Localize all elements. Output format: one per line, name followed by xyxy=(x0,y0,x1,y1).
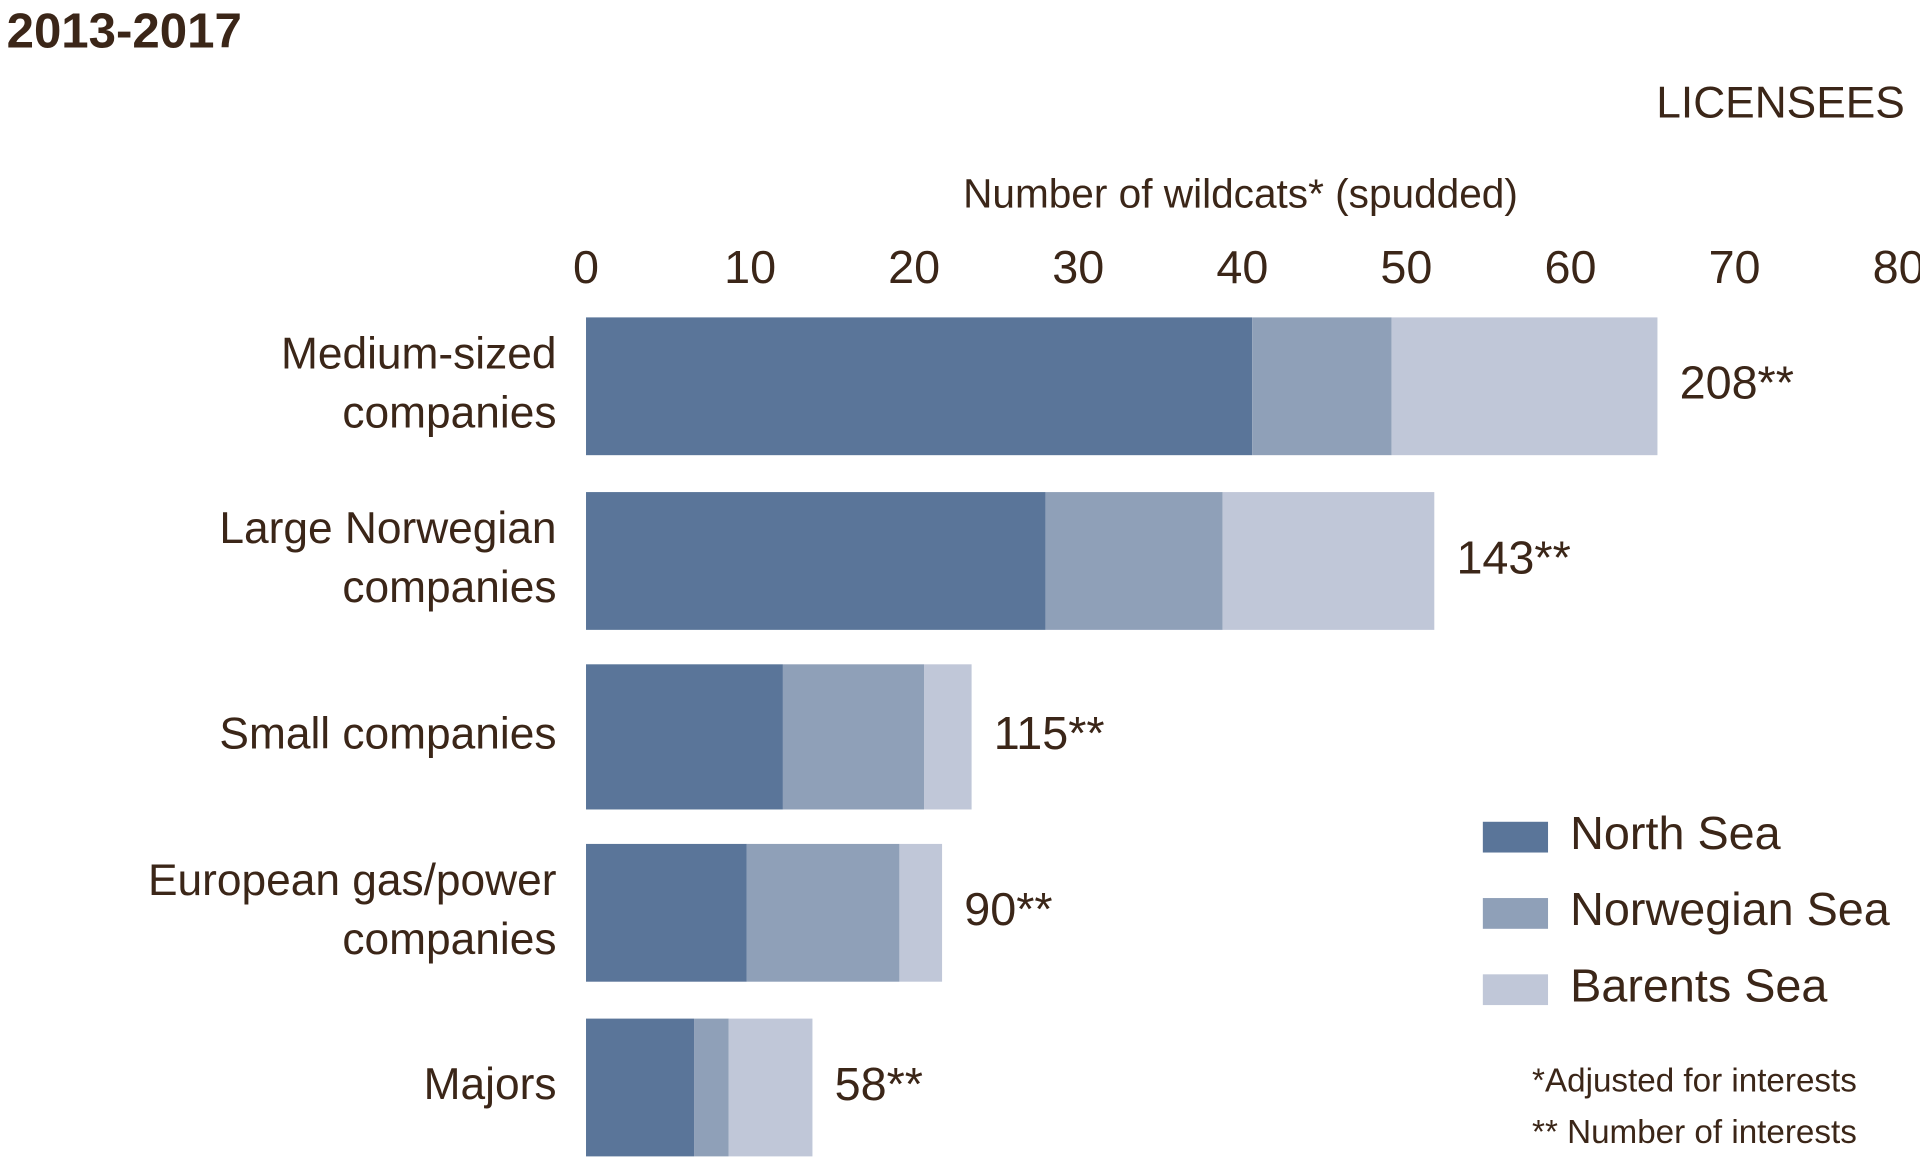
bar-segment xyxy=(1252,317,1392,456)
legend-label: North Sea xyxy=(1570,807,1780,859)
x-tick-label: 0 xyxy=(573,241,599,293)
bar-segment xyxy=(1391,317,1658,456)
bar-segment xyxy=(1222,492,1435,630)
value-label: 143** xyxy=(1456,531,1570,583)
category-label: companies xyxy=(342,915,556,964)
legend-label: Norwegian Sea xyxy=(1570,883,1890,935)
value-label: 208** xyxy=(1680,357,1794,409)
legend-swatch xyxy=(1482,821,1549,853)
category-label: Majors xyxy=(424,1060,557,1109)
legend-swatch xyxy=(1482,974,1549,1006)
bar-segment xyxy=(694,1018,729,1157)
x-tick-label: 10 xyxy=(724,241,776,293)
footnote: *Adjusted for interests xyxy=(1532,1062,1857,1099)
bar-segment xyxy=(586,664,783,810)
bar-segment xyxy=(586,1018,695,1157)
bar-segment xyxy=(586,317,1253,456)
x-tick-label: 50 xyxy=(1380,241,1432,293)
legend-swatch xyxy=(1482,898,1549,929)
footnote: ** Number of interests xyxy=(1532,1114,1857,1151)
bar-segment xyxy=(1045,492,1223,630)
category-label: companies xyxy=(342,389,556,438)
category-label: Medium-sized xyxy=(281,329,557,378)
x-tick-label: 20 xyxy=(888,241,940,293)
bar-segment xyxy=(586,492,1046,630)
bar-segment xyxy=(746,843,900,982)
value-label: 90** xyxy=(964,883,1052,935)
category-label: companies xyxy=(342,563,556,612)
x-axis-label: Number of wildcats* (spudded) xyxy=(963,171,1518,217)
x-tick-label: 70 xyxy=(1709,241,1761,293)
category-label: Small companies xyxy=(219,710,556,759)
bar-segment xyxy=(899,843,943,982)
bar-segment xyxy=(924,664,972,810)
bar-segment xyxy=(782,664,925,810)
value-label: 115** xyxy=(994,707,1105,759)
x-tick-label: 30 xyxy=(1052,241,1104,293)
chart-title: 2013-2017 xyxy=(7,3,242,58)
x-tick-label: 40 xyxy=(1216,241,1268,293)
bar-segment xyxy=(586,843,747,982)
chart-subtitle: LICENSEES xyxy=(1656,79,1904,128)
x-tick-label: 80 xyxy=(1873,241,1920,293)
legend-label: Barents Sea xyxy=(1570,959,1827,1011)
category-label: Large Norwegian xyxy=(219,504,556,553)
category-label: European gas/power xyxy=(148,856,557,905)
value-label: 58** xyxy=(835,1058,923,1110)
bar-segment xyxy=(728,1018,813,1157)
x-tick-label: 60 xyxy=(1544,241,1596,293)
